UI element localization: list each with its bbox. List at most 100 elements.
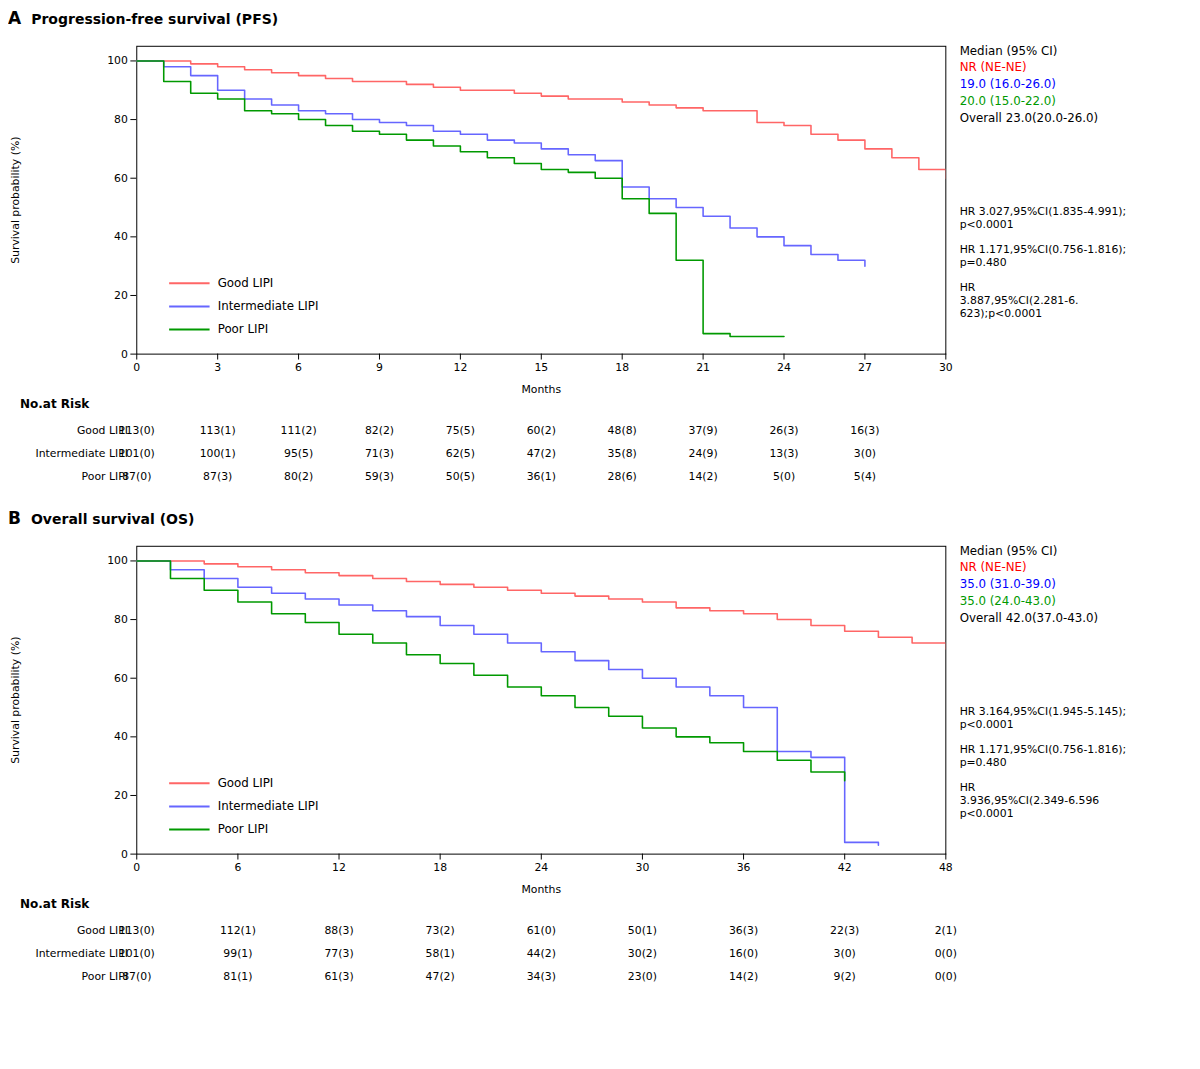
svg-text:60: 60 xyxy=(114,672,128,685)
svg-text:Intermediate LIPI: Intermediate LIPI xyxy=(218,299,319,313)
svg-text:27: 27 xyxy=(858,361,872,374)
svg-text:50(1): 50(1) xyxy=(628,924,657,937)
svg-text:0: 0 xyxy=(133,861,140,874)
svg-text:0: 0 xyxy=(121,848,128,861)
svg-text:99(1): 99(1) xyxy=(223,947,252,960)
svg-text:Good LIPI: Good LIPI xyxy=(218,776,274,790)
svg-text:101(0): 101(0) xyxy=(119,947,155,960)
svg-text:13(3): 13(3) xyxy=(769,447,798,460)
svg-text:36(1): 36(1) xyxy=(527,470,556,483)
svg-text:75(5): 75(5) xyxy=(446,424,475,437)
svg-text:3: 3 xyxy=(214,361,221,374)
svg-text:35.0 (24.0-43.0): 35.0 (24.0-43.0) xyxy=(960,594,1056,608)
svg-text:48(8): 48(8) xyxy=(608,424,637,437)
svg-text:Months: Months xyxy=(521,883,561,895)
svg-text:6: 6 xyxy=(234,861,241,874)
svg-text:95(5): 95(5) xyxy=(284,447,313,460)
svg-text:HR3.936,95%CI(2.349-6.596p<0.0: HR3.936,95%CI(2.349-6.596p<0.0001 xyxy=(960,781,1100,820)
svg-text:88(3): 88(3) xyxy=(324,924,353,937)
svg-text:61(3): 61(3) xyxy=(324,970,353,983)
svg-text:82(2): 82(2) xyxy=(365,424,394,437)
svg-text:113(0): 113(0) xyxy=(119,924,155,937)
svg-text:HR 1.171,95%CI(0.756-1.816);p=: HR 1.171,95%CI(0.756-1.816);p=0.480 xyxy=(960,243,1127,269)
svg-text:NR (NE-NE): NR (NE-NE) xyxy=(960,60,1027,74)
svg-text:34(3): 34(3) xyxy=(527,970,556,983)
svg-text:42: 42 xyxy=(838,861,852,874)
svg-text:9: 9 xyxy=(376,361,383,374)
svg-text:81(1): 81(1) xyxy=(223,970,252,983)
svg-text:0(0): 0(0) xyxy=(935,970,957,983)
svg-text:12: 12 xyxy=(453,361,467,374)
svg-text:36: 36 xyxy=(737,861,751,874)
svg-text:HR3.887,95%CI(2.281-6.623);p<0: HR3.887,95%CI(2.281-6.623);p<0.0001 xyxy=(960,281,1079,320)
svg-text:Survival probability (%): Survival probability (%) xyxy=(9,137,22,264)
svg-text:Intermediate LIPI: Intermediate LIPI xyxy=(36,447,128,460)
svg-text:2(1): 2(1) xyxy=(935,924,957,937)
svg-text:23(0): 23(0) xyxy=(628,970,657,983)
svg-text:44(2): 44(2) xyxy=(527,947,556,960)
svg-text:112(1): 112(1) xyxy=(220,924,256,937)
svg-text:40: 40 xyxy=(114,730,128,743)
svg-text:40: 40 xyxy=(114,230,128,243)
svg-text:28(6): 28(6) xyxy=(608,470,637,483)
svg-text:87(0): 87(0) xyxy=(122,470,151,483)
svg-text:14(2): 14(2) xyxy=(729,970,758,983)
svg-text:26(3): 26(3) xyxy=(769,424,798,437)
svg-text:87(3): 87(3) xyxy=(203,470,232,483)
svg-text:3(0): 3(0) xyxy=(834,947,856,960)
svg-text:Median (95% CI): Median (95% CI) xyxy=(960,44,1058,58)
svg-text:5(4): 5(4) xyxy=(854,470,876,483)
svg-text:Survival probability (%): Survival probability (%) xyxy=(9,637,22,764)
svg-text:30: 30 xyxy=(636,861,650,874)
svg-text:37(9): 37(9) xyxy=(689,424,718,437)
svg-text:48: 48 xyxy=(939,861,953,874)
svg-text:35(8): 35(8) xyxy=(608,447,637,460)
svg-text:24: 24 xyxy=(534,861,548,874)
svg-text:Overall 42.0(37.0-43.0): Overall 42.0(37.0-43.0) xyxy=(960,611,1099,625)
svg-text:16(3): 16(3) xyxy=(850,424,879,437)
svg-text:62(5): 62(5) xyxy=(446,447,475,460)
svg-text:111(2): 111(2) xyxy=(281,424,317,437)
svg-text:24(9): 24(9) xyxy=(689,447,718,460)
svg-text:Median (95% CI): Median (95% CI) xyxy=(960,544,1058,558)
svg-text:6: 6 xyxy=(295,361,302,374)
svg-text:30: 30 xyxy=(939,361,953,374)
svg-text:20.0 (15.0-22.0): 20.0 (15.0-22.0) xyxy=(960,94,1056,108)
svg-text:60: 60 xyxy=(114,172,128,185)
svg-text:80(2): 80(2) xyxy=(284,470,313,483)
svg-text:0: 0 xyxy=(121,348,128,361)
svg-text:16(0): 16(0) xyxy=(729,947,758,960)
svg-text:73(2): 73(2) xyxy=(426,924,455,937)
svg-text:20: 20 xyxy=(114,289,128,302)
svg-text:18: 18 xyxy=(615,361,629,374)
svg-text:Months: Months xyxy=(521,383,561,395)
svg-text:NR (NE-NE): NR (NE-NE) xyxy=(960,560,1027,574)
svg-text:87(0): 87(0) xyxy=(122,970,151,983)
svg-text:100: 100 xyxy=(107,554,128,567)
svg-text:47(2): 47(2) xyxy=(527,447,556,460)
svg-text:100: 100 xyxy=(107,54,128,67)
svg-text:80: 80 xyxy=(114,113,128,126)
svg-text:0(0): 0(0) xyxy=(935,947,957,960)
svg-text:113(1): 113(1) xyxy=(200,424,236,437)
svg-text:50(5): 50(5) xyxy=(446,470,475,483)
svg-text:12: 12 xyxy=(332,861,346,874)
svg-text:80: 80 xyxy=(114,613,128,626)
svg-text:20: 20 xyxy=(114,789,128,802)
svg-text:Good LIPI: Good LIPI xyxy=(218,276,274,290)
svg-text:3(0): 3(0) xyxy=(854,447,876,460)
svg-text:36(3): 36(3) xyxy=(729,924,758,937)
svg-text:Poor LIPI: Poor LIPI xyxy=(218,822,269,836)
svg-text:Poor LIPI: Poor LIPI xyxy=(82,970,128,983)
svg-text:5(0): 5(0) xyxy=(773,470,795,483)
svg-text:Poor LIPI: Poor LIPI xyxy=(218,322,269,336)
svg-text:21: 21 xyxy=(696,361,710,374)
svg-text:58(1): 58(1) xyxy=(426,947,455,960)
svg-text:19.0 (16.0-26.0): 19.0 (16.0-26.0) xyxy=(960,77,1056,91)
svg-text:61(0): 61(0) xyxy=(527,924,556,937)
svg-text:9(2): 9(2) xyxy=(834,970,856,983)
svg-text:47(2): 47(2) xyxy=(426,970,455,983)
svg-text:100(1): 100(1) xyxy=(200,447,236,460)
svg-text:101(0): 101(0) xyxy=(119,447,155,460)
svg-text:18: 18 xyxy=(433,861,447,874)
